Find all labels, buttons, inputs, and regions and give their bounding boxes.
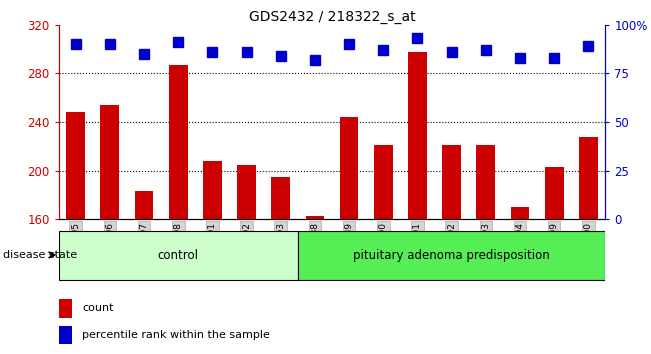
Bar <box>135 192 154 219</box>
Bar <box>271 177 290 219</box>
Text: GSM100889: GSM100889 <box>344 222 353 278</box>
Text: GSM100895: GSM100895 <box>71 222 80 278</box>
Text: GSM100901: GSM100901 <box>208 222 217 278</box>
Bar <box>298 230 605 280</box>
Text: GSM100899: GSM100899 <box>549 222 559 278</box>
Bar <box>340 117 359 219</box>
Bar <box>59 230 298 280</box>
Bar <box>169 65 187 219</box>
Text: percentile rank within the sample: percentile rank within the sample <box>82 330 270 340</box>
Bar <box>408 52 427 219</box>
Bar <box>477 145 495 219</box>
Text: pituitary adenoma predisposition: pituitary adenoma predisposition <box>353 249 550 262</box>
Bar <box>305 216 324 219</box>
Text: GSM100902: GSM100902 <box>242 222 251 278</box>
Bar <box>66 113 85 219</box>
Bar <box>59 299 72 318</box>
Text: GSM100900: GSM100900 <box>584 222 593 278</box>
Bar <box>545 167 564 219</box>
Text: GSM100897: GSM100897 <box>139 222 148 278</box>
Bar <box>510 207 529 219</box>
Text: GSM100890: GSM100890 <box>379 222 388 278</box>
Text: GSM100896: GSM100896 <box>105 222 115 278</box>
Text: count: count <box>82 303 113 313</box>
Title: GDS2432 / 218322_s_at: GDS2432 / 218322_s_at <box>249 10 415 24</box>
Text: GSM100892: GSM100892 <box>447 222 456 278</box>
Bar <box>100 105 119 219</box>
Text: disease state: disease state <box>3 250 77 260</box>
Text: GSM100903: GSM100903 <box>276 222 285 278</box>
Bar <box>237 165 256 219</box>
Bar <box>59 326 72 344</box>
Text: GSM100888: GSM100888 <box>311 222 320 278</box>
Bar <box>374 145 393 219</box>
Bar <box>203 161 222 219</box>
Text: GSM100893: GSM100893 <box>481 222 490 278</box>
Text: GSM100891: GSM100891 <box>413 222 422 278</box>
Text: GSM100894: GSM100894 <box>516 222 525 278</box>
Bar <box>442 145 461 219</box>
Text: control: control <box>158 249 199 262</box>
Bar <box>579 137 598 219</box>
Text: GSM100898: GSM100898 <box>174 222 183 278</box>
